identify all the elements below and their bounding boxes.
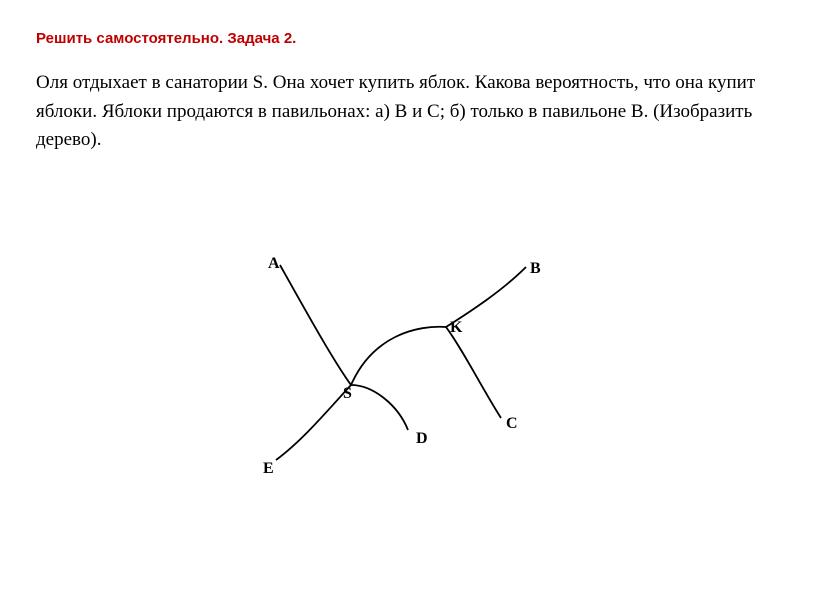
node-e-label: E xyxy=(263,460,274,478)
node-a-label: A xyxy=(268,255,280,273)
edge-s-k xyxy=(351,327,446,385)
edge-s-e xyxy=(276,385,351,460)
node-d-label: D xyxy=(416,430,428,448)
diagram-svg xyxy=(188,255,568,475)
node-k-label: K xyxy=(450,319,462,337)
edge-k-b xyxy=(446,267,526,327)
heading: Решить самостоятельно. Задача 2. xyxy=(36,30,780,47)
node-c-label: C xyxy=(506,415,518,433)
problem-text: Оля отдыхает в санатории S. Она хочет ку… xyxy=(36,69,780,155)
road-diagram: A B K S D C E xyxy=(188,255,568,475)
node-s-label: S xyxy=(343,385,352,403)
edge-s-a xyxy=(280,265,351,385)
edge-s-d xyxy=(351,385,408,430)
node-b-label: B xyxy=(530,260,541,278)
edge-k-c xyxy=(446,327,501,418)
